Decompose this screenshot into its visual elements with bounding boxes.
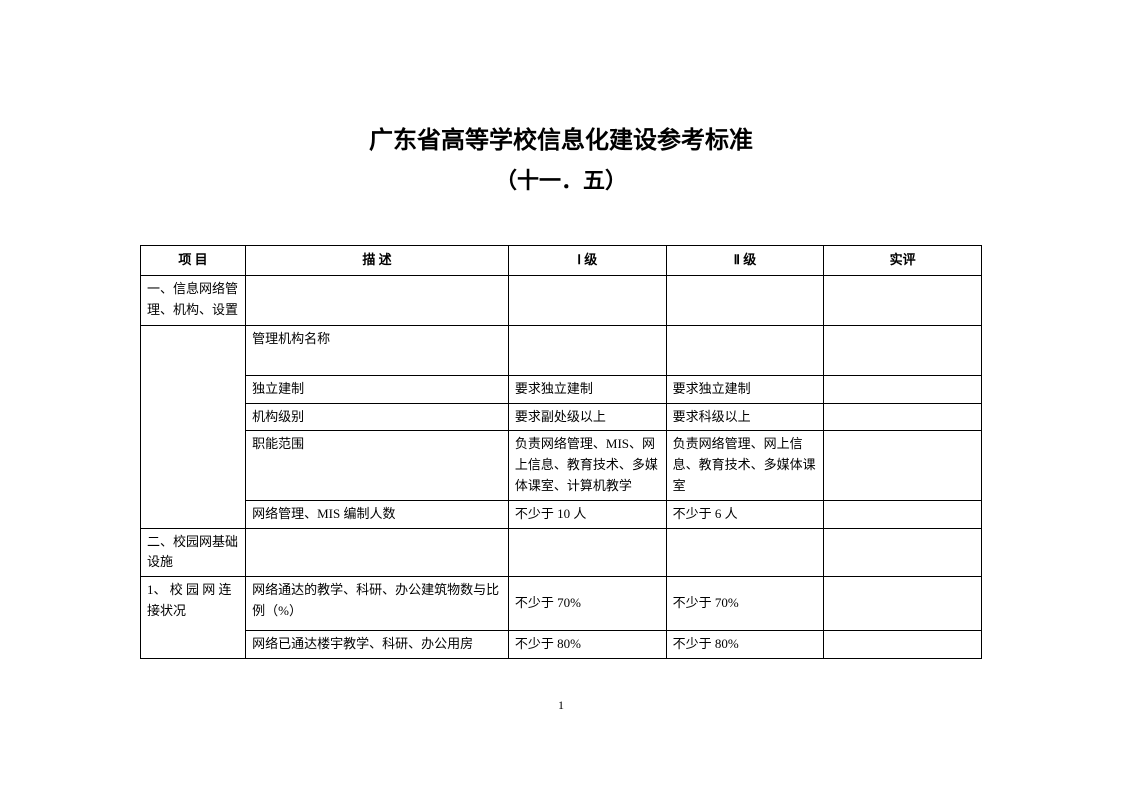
header-level1: Ⅰ 级 bbox=[508, 246, 666, 276]
cell-l2: 要求科级以上 bbox=[666, 403, 824, 431]
cell bbox=[824, 325, 982, 375]
cell-org-name: 管理机构名称 bbox=[246, 325, 509, 375]
cell-connected: 网络已通达楼宇教学、科研、办公用房 bbox=[246, 631, 509, 659]
cell-l1: 不少于 10 人 bbox=[508, 500, 666, 528]
cell bbox=[824, 500, 982, 528]
cell bbox=[666, 325, 824, 375]
table-header-row: 项 目 描 述 Ⅰ 级 Ⅱ 级 实评 bbox=[141, 246, 982, 276]
document-subtitle: （十一．五） bbox=[140, 163, 982, 195]
cell-l2: 要求独立建制 bbox=[666, 375, 824, 403]
cell bbox=[666, 528, 824, 577]
cell bbox=[824, 431, 982, 500]
table-row: 一、信息网络管理、机构、设置 bbox=[141, 275, 982, 325]
standards-table: 项 目 描 述 Ⅰ 级 Ⅱ 级 实评 一、信息网络管理、机构、设置 管理机构名称… bbox=[140, 245, 982, 659]
cell-l2: 负责网络管理、网上信息、教育技术、多媒体课室 bbox=[666, 431, 824, 500]
cell-l2: 不少于 70% bbox=[666, 577, 824, 631]
cell-l1: 负责网络管理、MIS、网上信息、教育技术、多媒体课室、计算机教学 bbox=[508, 431, 666, 500]
table-row: 网络已通达楼宇教学、科研、办公用房 不少于 80% 不少于 80% bbox=[141, 631, 982, 659]
cell bbox=[824, 275, 982, 325]
cell-section2: 二、校园网基础设施 bbox=[141, 528, 246, 577]
table-row: 职能范围 负责网络管理、MIS、网上信息、教育技术、多媒体课室、计算机教学 负责… bbox=[141, 431, 982, 500]
cell bbox=[508, 528, 666, 577]
cell-duty: 职能范围 bbox=[246, 431, 509, 500]
table-row: 机构级别 要求副处级以上 要求科级以上 bbox=[141, 403, 982, 431]
cell-l1: 不少于 70% bbox=[508, 577, 666, 631]
cell bbox=[824, 631, 982, 659]
cell bbox=[824, 528, 982, 577]
cell-l2: 不少于 80% bbox=[666, 631, 824, 659]
table-row: 网络管理、MIS 编制人数 不少于 10 人 不少于 6 人 bbox=[141, 500, 982, 528]
header-description: 描 述 bbox=[246, 246, 509, 276]
cell-org-level: 机构级别 bbox=[246, 403, 509, 431]
header-level2: Ⅱ 级 bbox=[666, 246, 824, 276]
cell bbox=[246, 528, 509, 577]
header-item: 项 目 bbox=[141, 246, 246, 276]
cell bbox=[508, 275, 666, 325]
cell bbox=[141, 325, 246, 528]
table-row: 独立建制 要求独立建制 要求独立建制 bbox=[141, 375, 982, 403]
cell bbox=[824, 403, 982, 431]
cell-network-status: 1、 校 园 网 连接状况 bbox=[141, 577, 246, 659]
cell bbox=[824, 375, 982, 403]
cell-l1: 要求独立建制 bbox=[508, 375, 666, 403]
cell-independent: 独立建制 bbox=[246, 375, 509, 403]
page-number: 1 bbox=[558, 698, 564, 713]
cell-section1: 一、信息网络管理、机构、设置 bbox=[141, 275, 246, 325]
table-row: 二、校园网基础设施 bbox=[141, 528, 982, 577]
table-row: 管理机构名称 bbox=[141, 325, 982, 375]
cell-staff: 网络管理、MIS 编制人数 bbox=[246, 500, 509, 528]
cell-l1: 不少于 80% bbox=[508, 631, 666, 659]
cell bbox=[508, 325, 666, 375]
cell-building-ratio: 网络通达的教学、科研、办公建筑物数与比例（%） bbox=[246, 577, 509, 631]
table-row: 1、 校 园 网 连接状况 网络通达的教学、科研、办公建筑物数与比例（%） 不少… bbox=[141, 577, 982, 631]
cell-l2: 不少于 6 人 bbox=[666, 500, 824, 528]
cell bbox=[666, 275, 824, 325]
cell-l1: 要求副处级以上 bbox=[508, 403, 666, 431]
header-evaluation: 实评 bbox=[824, 246, 982, 276]
cell bbox=[246, 275, 509, 325]
cell bbox=[824, 577, 982, 631]
document-title: 广东省高等学校信息化建设参考标准 bbox=[140, 120, 982, 155]
